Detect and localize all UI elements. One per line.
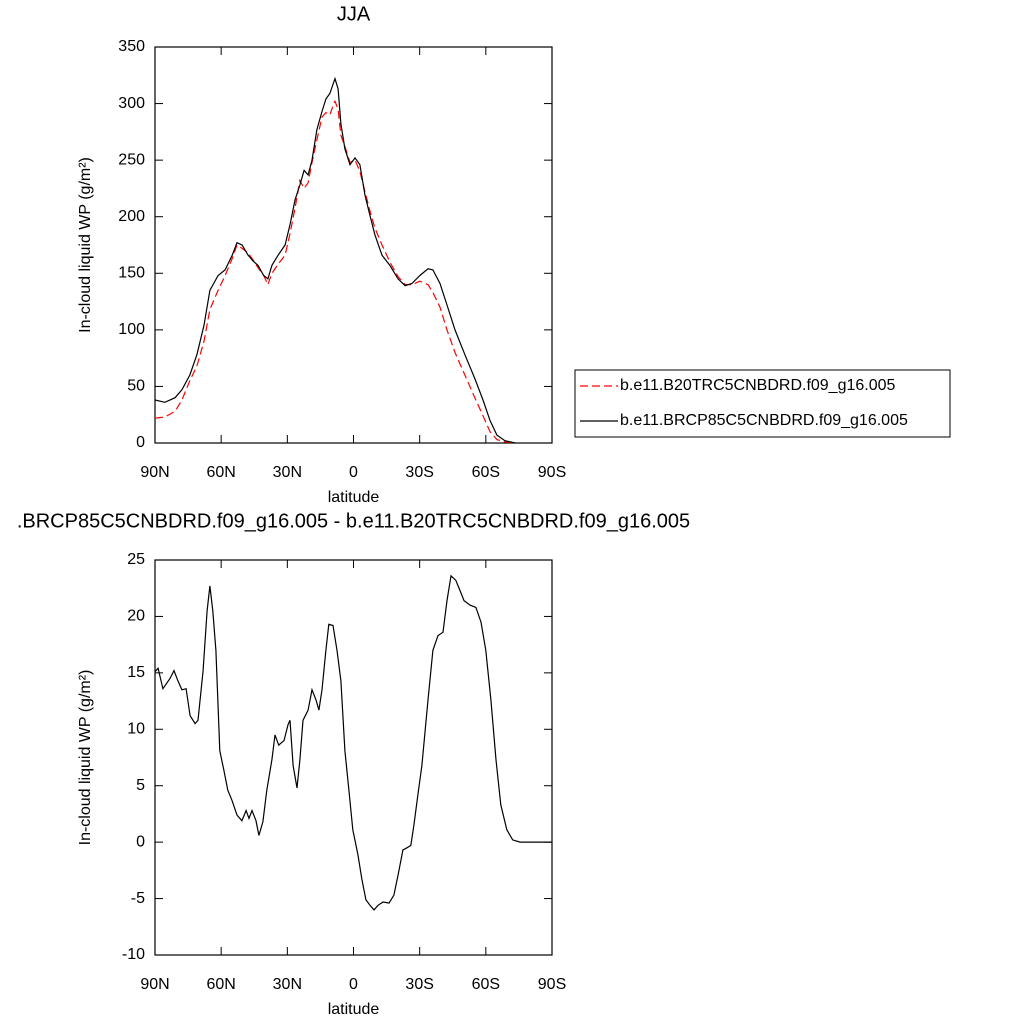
x-tick-label: 90S [538,464,566,481]
x-tick-label: 60S [472,976,500,993]
y-tick-label: 5 [136,777,145,794]
y-tick-label: 300 [118,95,145,112]
x-tick-label: 30S [405,976,433,993]
x-axis-label: latitude [328,1001,380,1018]
x-tick-label: 90N [140,976,169,993]
x-tick-label: 0 [349,976,358,993]
x-axis-label: latitude [328,489,380,506]
x-tick-label: 0 [349,464,358,481]
x-tick-label: 30S [405,464,433,481]
y-tick-label: 15 [127,664,145,681]
data-line [154,574,552,911]
data-line [154,99,516,444]
y-tick-label: 200 [118,208,145,225]
x-tick-label: 30N [273,976,302,993]
y-tick-label: 350 [118,38,145,55]
data-line [154,76,516,444]
plot-frame [154,46,553,444]
chart-title: JJA [337,3,371,25]
y-tick-label: 25 [127,551,145,568]
y-tick-label: 150 [118,265,145,282]
y-tick-label: -5 [131,890,145,907]
y-tick-label: 10 [127,721,145,738]
legend-box [574,369,951,438]
x-tick-label: 60N [206,976,235,993]
legend-label: b.e11.B20TRC5CNBDRD.f09_g16.005 [620,377,896,394]
y-tick-label: -10 [122,946,145,963]
y-tick-label: 0 [136,833,145,850]
y-axis-label: In-cloud liquid WP (g/m²) [77,157,94,333]
y-tick-label: 50 [127,378,145,395]
y-tick-label: 0 [136,434,145,451]
x-tick-label: 60S [472,464,500,481]
x-tick-label: 60N [206,464,235,481]
y-tick-label: 250 [118,151,145,168]
y-tick-label: 100 [118,321,145,338]
x-tick-label: 90N [140,464,169,481]
x-tick-label: 90S [538,976,566,993]
x-tick-label: 30N [273,464,302,481]
plot-frame [154,559,553,956]
legend-label: b.e11.BRCP85C5CNBDRD.f09_g16.005 [620,412,908,429]
y-axis-label: In-cloud liquid WP (g/m²) [77,670,94,846]
y-tick-label: 20 [127,608,145,625]
chart-title: .BRCP85C5CNBDRD.f09_g16.005 - b.e11.B20T… [17,510,690,532]
